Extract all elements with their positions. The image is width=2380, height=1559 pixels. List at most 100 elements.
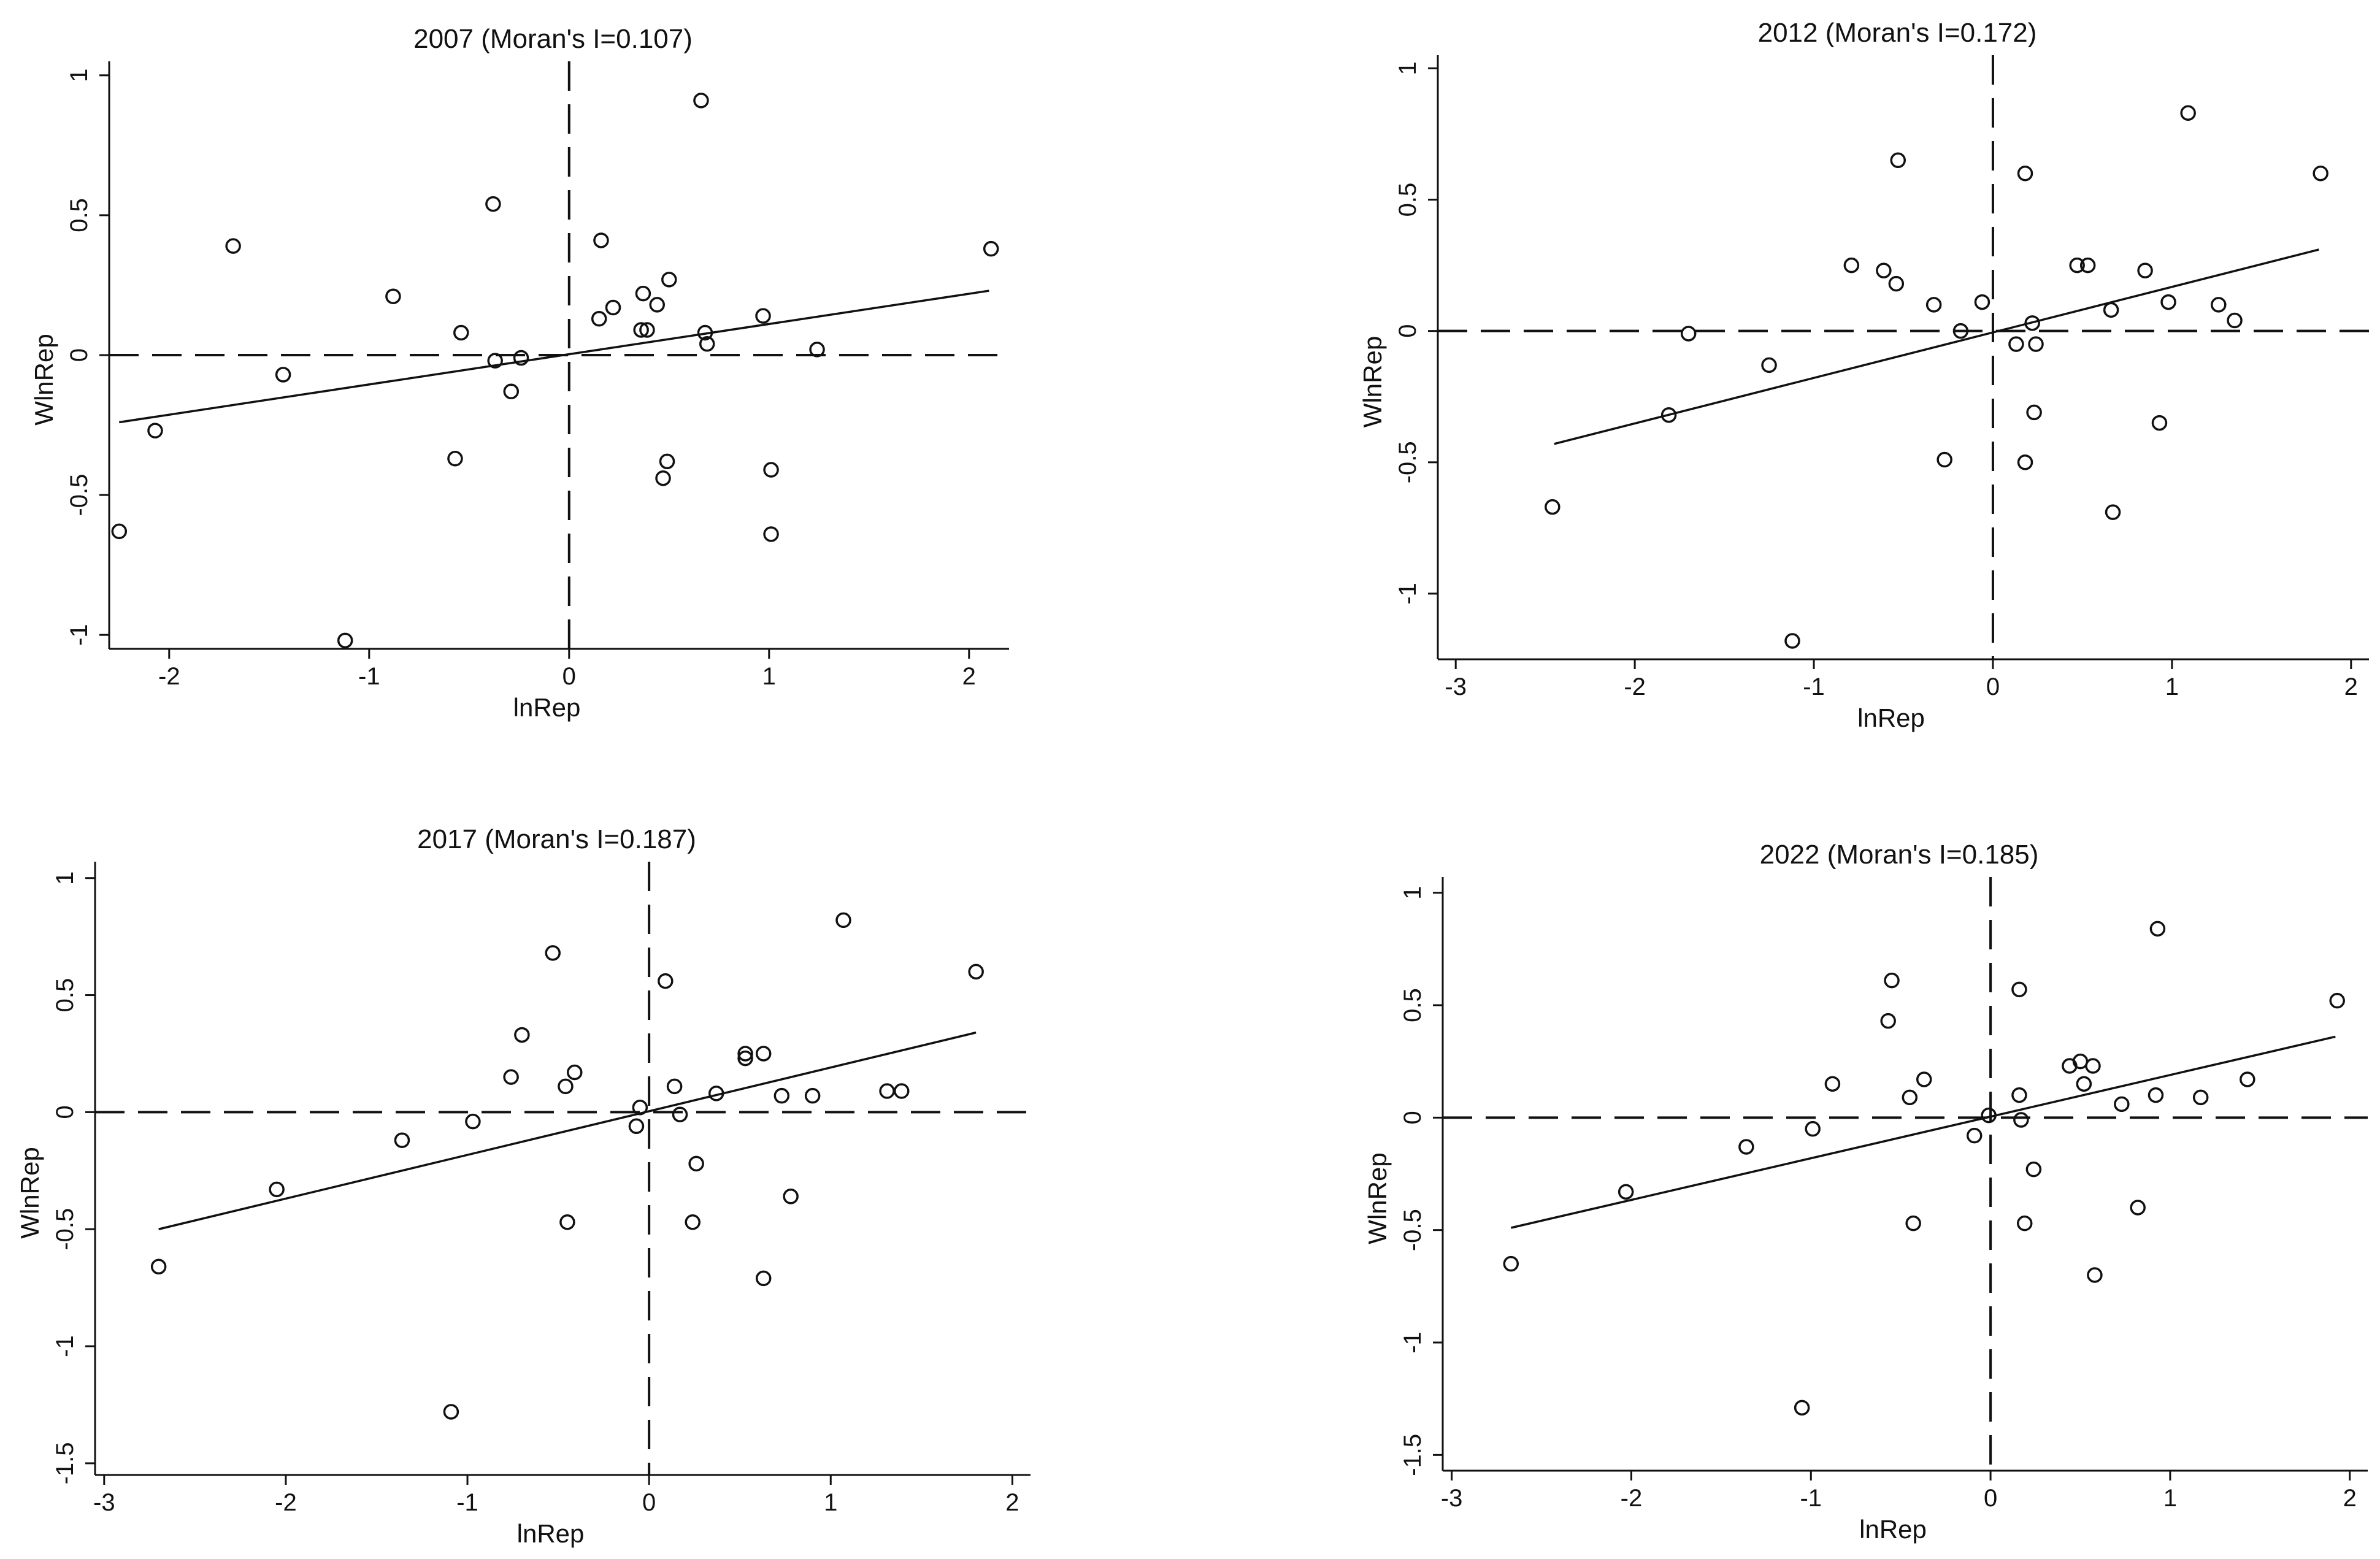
data-point — [2076, 1076, 2092, 1092]
chart-title: 2017 (Moran's I=0.187) — [417, 824, 696, 854]
data-point — [2137, 262, 2153, 278]
x-tick-label: -1 — [1803, 673, 1825, 700]
data-point — [1618, 1184, 1634, 1200]
y-tick-label: -1.5 — [1399, 1434, 1426, 1476]
data-point — [275, 367, 291, 383]
data-point — [635, 285, 651, 302]
data-point — [2148, 1087, 2164, 1103]
data-point — [2087, 1267, 2103, 1283]
data-point — [1981, 1107, 1997, 1124]
y-tick-label: 0.5 — [52, 978, 79, 1013]
data-point — [639, 322, 655, 338]
x-tick-label: 0 — [1984, 1485, 1997, 1512]
data-point — [2011, 1087, 2027, 1103]
data-point — [2016, 1215, 2033, 1231]
data-point — [783, 1189, 799, 1205]
data-point — [1902, 1089, 1918, 1106]
chart-panel-2: -3 -2 -1 0 1 2 -1 -0.5 0 0.5 1 2012 (Moran's I=0.17… — [1358, 18, 2369, 732]
y-tick-label: -1 — [1399, 1331, 1426, 1354]
data-point — [1880, 1013, 1896, 1029]
x-tick-label: -2 — [158, 663, 180, 690]
y-tick-label: -0.5 — [66, 474, 93, 516]
data-point — [1925, 297, 1942, 313]
data-point — [763, 462, 779, 478]
data-point — [737, 1046, 753, 1062]
data-point — [2329, 992, 2345, 1009]
chart-title: 2012 (Moran's I=0.172) — [1758, 18, 2037, 48]
data-point — [1503, 1255, 1519, 1272]
data-point — [2017, 165, 2033, 182]
data-point — [2079, 257, 2096, 274]
y-axis-label: WlnRep — [15, 1147, 44, 1238]
data-point — [2227, 312, 2243, 329]
data-point — [1916, 1071, 1932, 1087]
x-tick-label: 0 — [562, 663, 576, 690]
data-point — [2008, 336, 2024, 352]
data-point — [558, 1078, 574, 1095]
data-point — [447, 451, 463, 467]
data-point — [150, 1258, 167, 1275]
y-tick-label: 0.5 — [66, 198, 93, 232]
data-point — [666, 1078, 683, 1095]
data-point — [514, 1027, 530, 1043]
x-tick-label: -3 — [1441, 1485, 1463, 1512]
y-tick-label: -1 — [52, 1335, 79, 1357]
data-point — [394, 1132, 410, 1148]
y-tick-label: 0 — [1394, 324, 1421, 338]
data-point — [503, 1069, 519, 1085]
data-point — [1738, 1139, 1754, 1155]
data-point — [443, 1404, 459, 1420]
chart-title: 2022 (Moran's I=0.185) — [1760, 840, 2039, 870]
fit-line — [158, 1031, 977, 1230]
x-tick-label: 0 — [1986, 673, 2000, 700]
data-point — [337, 632, 353, 649]
x-tick-label: 2 — [2343, 1485, 2357, 1512]
data-point — [545, 945, 561, 961]
x-axis-label: lnRep — [517, 1519, 585, 1548]
data-point — [2114, 1096, 2130, 1113]
data-point — [566, 1064, 583, 1081]
data-point — [632, 1100, 648, 1116]
fit-line — [1554, 248, 2319, 445]
fit-line — [1510, 1035, 2336, 1229]
x-tick-label: -2 — [275, 1489, 297, 1516]
data-point — [591, 310, 607, 327]
data-point — [2028, 336, 2044, 352]
data-point — [2240, 1071, 2255, 1087]
data-point — [1784, 633, 1800, 649]
data-point — [2192, 1089, 2209, 1106]
x-tick-label: 2 — [962, 663, 976, 690]
data-point — [485, 196, 501, 212]
data-point — [593, 232, 609, 248]
data-point — [1824, 1076, 1841, 1092]
data-point — [1660, 407, 1677, 423]
data-point — [1794, 1400, 1810, 1416]
y-tick-label: -0.5 — [1394, 441, 1421, 483]
x-tick-label: 2 — [1005, 1489, 1019, 1516]
x-tick-label: -1 — [456, 1489, 478, 1516]
data-point — [2211, 297, 2227, 313]
data-point — [737, 1050, 753, 1067]
data-point — [225, 238, 241, 254]
x-tick-label: -2 — [1624, 673, 1646, 700]
data-point — [605, 299, 621, 316]
data-point — [465, 1113, 481, 1130]
data-point — [111, 523, 128, 540]
y-tick-label: 0 — [66, 348, 93, 362]
data-point — [879, 1083, 895, 1099]
data-point — [2180, 105, 2196, 121]
data-point — [2025, 1161, 2042, 1178]
y-tick-label: 1 — [1399, 886, 1426, 900]
x-tick-label: -1 — [358, 663, 380, 690]
data-point — [633, 322, 649, 338]
x-tick-label: 0 — [642, 1489, 656, 1516]
data-point — [1905, 1215, 1921, 1231]
data-point — [685, 1214, 701, 1230]
data-point — [2105, 504, 2121, 520]
y-tick-label: 1 — [66, 69, 93, 82]
chart-panel-4: -3 -2 -1 0 1 2 -1.5 -1 -0.5 0 0.5 1 2022 (Moran's I=… — [1363, 840, 2368, 1544]
data-point — [804, 1087, 821, 1104]
data-point — [2013, 1112, 2029, 1128]
x-tick-label: 1 — [824, 1489, 837, 1516]
